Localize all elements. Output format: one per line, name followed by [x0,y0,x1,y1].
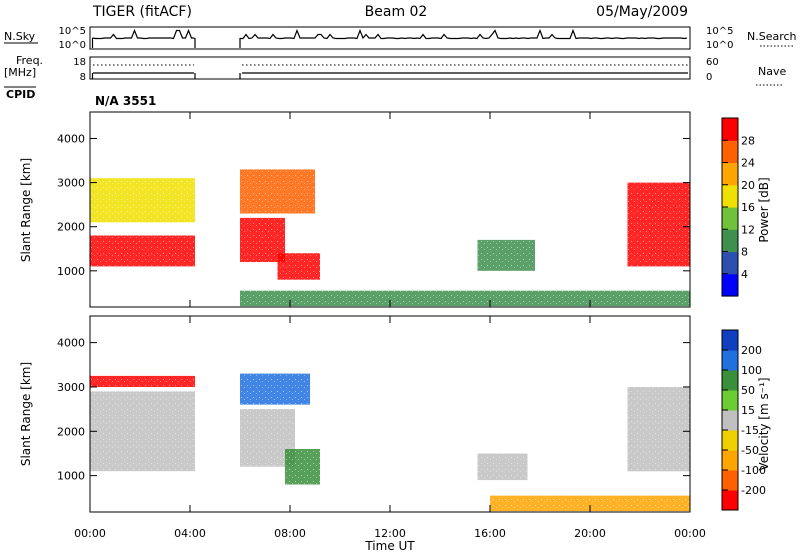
power-region-texture-3 [240,169,315,214]
vel-cbar-label-6: -100 [741,464,766,477]
power-cbar-label-6: 28 [741,134,755,147]
vel-cbar-swatch-2 [722,450,738,471]
velocity-colorbar: 200 100 50 15 -15 -50 -100 -200 [721,329,766,511]
station-title: TIGER (fitACF) [92,4,192,20]
power-region-texture-7 [240,290,690,307]
nsky-label: N.Sky [4,30,36,43]
nsky-tick-bottom: 10^0 [59,40,86,51]
x-axis: 00:00 04:00 08:00 12:00 16:00 20:00 00:00 [74,527,706,540]
power-cbar-swatch-1 [722,251,738,275]
vel-cbar-swatch-8 [722,330,738,351]
power-ytick-label-1: 2000 [57,221,85,234]
freq-label: Freq. [16,54,43,67]
nsky-trace [92,28,195,40]
x-tick-label-5: 20:00 [574,527,606,540]
vel-cbar-label-2: 50 [741,384,755,397]
vel-region-texture-5 [477,453,528,481]
nsky-frame [89,26,691,50]
vel-cbar-label-3: 15 [741,404,755,417]
power-cbar-swatch-4 [722,184,738,208]
vel-cbar-label-1: 100 [741,364,762,377]
vel-cbar-swatch-1 [722,470,738,491]
power-cbar-swatch-2 [722,229,738,253]
power-cbar-swatch-0 [722,273,738,297]
x-tick-label-6: 00:00 [674,527,706,540]
power-ylabel: Slant Range [km] [19,158,33,262]
power-ytick-label-3: 4000 [57,132,85,145]
nsky-tick-top: 10^5 [59,26,86,37]
power-cbar-swatch-6 [722,140,738,164]
power-cbar-label-0: 4 [741,268,748,281]
vel-cbar-swatch-4 [722,410,738,431]
vel-region-texture-1 [90,375,195,387]
vel-region-texture-4 [285,449,320,485]
vel-region-texture-7 [490,495,690,512]
freq-frame [89,56,691,80]
power-cbar-label-5: 24 [741,157,755,170]
nsky-trace-2 [240,28,688,40]
power-ytick-label-0: 1000 [57,265,85,278]
vel-cbar-frame [721,329,739,511]
nave-label: Nave [758,65,786,78]
vel-cbar-label-5: -50 [741,444,759,457]
x-tick-label-4: 16:00 [474,527,506,540]
nsky-right-tick-bottom: 10^0 [706,40,733,51]
x-tick-label-0: 00:00 [74,527,106,540]
power-cbar-label-3: 16 [741,201,755,214]
vel-cbar-swatch-7 [722,350,738,371]
vel-cbar-label-4: -15 [741,424,759,437]
power-ytick-label-2: 3000 [57,177,85,190]
vel-region-texture-3 [240,373,310,405]
vel-region-texture-0 [90,391,195,472]
power-panel: 1000 2000 3000 4000 Slant Range [km] [19,111,691,308]
power-region-texture-0 [90,235,195,267]
power-cbar-swatch-7 [722,118,738,141]
power-cbar-swatch-5 [722,162,738,186]
x-tick-label-1: 04:00 [174,527,206,540]
velocity-ylabel: Slant Range [km] [19,362,33,466]
freq-tick-top: 18 [73,57,86,68]
freq-unit-label: [MHz] [4,66,36,79]
power-cbar-label-4: 20 [741,179,755,192]
freq-tick-bottom: 8 [80,72,86,83]
power-cbar-label-1: 8 [741,246,748,259]
x-tick-label-3: 12:00 [374,527,406,540]
vel-region-texture-6 [627,387,690,472]
nave-tick-bottom: 0 [706,72,712,83]
vel-cbar-swatch-0 [722,490,738,511]
power-data-gap-0 [195,113,240,306]
vel-ytick-label-3: 4000 [57,337,85,350]
power-region-texture-5 [477,239,535,271]
date-title: 05/May/2009 [596,4,688,20]
vel-data-gap-0 [195,317,240,511]
beam-title: Beam 02 [365,4,428,20]
power-colorbar-label: Power [dB] [757,177,771,242]
power-region-texture-6 [627,182,690,267]
vel-ytick-label-1: 2000 [57,425,85,438]
velocity-colorbar-label: Velocity [m s⁻¹] [757,377,771,470]
power-colorbar: 4 8 12 16 20 24 28 [721,117,755,297]
nave-tick-top: 60 [706,57,719,68]
power-region-texture-4 [277,253,320,280]
cpid-label: CPID [6,88,35,101]
vel-cbar-swatch-3 [722,430,738,451]
x-axis-label: Time UT [364,539,415,553]
vel-ytick-label-0: 1000 [57,470,85,483]
power-region-texture-1 [90,178,195,223]
velocity-panel: 1000 2000 3000 4000 Slant Range [km] [19,315,691,513]
vel-ytick-label-2: 3000 [57,381,85,394]
vel-cbar-label-7: -200 [741,484,766,497]
nsky-panel: N.Sky 10^5 10^0 10^5 10^0 N.Search [4,26,797,51]
nsearch-label: N.Search [747,30,797,43]
freq-panel: Freq. [MHz] 18 8 60 0 Nave CPID N/A 3551 [4,54,786,108]
nsky-right-tick-top: 10^5 [706,26,733,37]
vel-cbar-swatch-5 [722,390,738,411]
vel-cbar-swatch-6 [722,370,738,391]
cpid-value: N/A 3551 [95,94,156,108]
power-cbar-swatch-3 [722,207,738,230]
x-tick-label-2: 08:00 [274,527,306,540]
power-cbar-label-2: 12 [741,223,755,236]
vel-cbar-label-0: 200 [741,344,762,357]
